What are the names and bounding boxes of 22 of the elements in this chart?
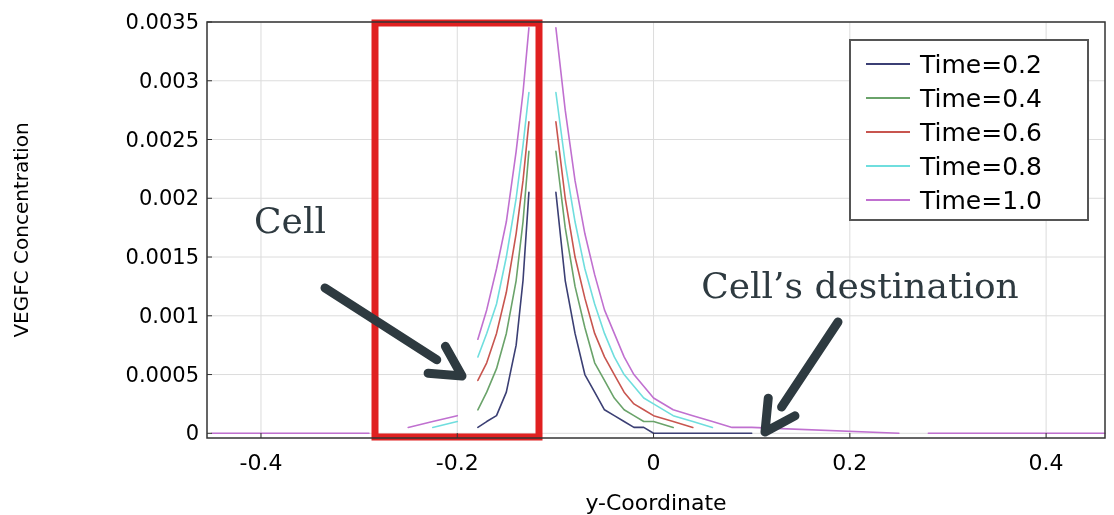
y-tick-label: 0.0015 (125, 245, 199, 270)
x-axis-title: y-Coordinate (585, 490, 727, 515)
y-tick-label: 0.003 (138, 68, 199, 93)
x-tick-label: 0.4 (1028, 450, 1064, 475)
y-tick-label: 0.0025 (125, 127, 199, 152)
legend-label: Time=0.2 (919, 50, 1042, 79)
y-tick-label: 0 (185, 421, 199, 446)
legend-label: Time=0.4 (919, 84, 1042, 113)
y-tick-label: 0.002 (138, 186, 199, 211)
y-tick-label: 0.0035 (125, 10, 199, 34)
x-tick-label: -0.2 (435, 450, 479, 475)
y-tick-label: 0.001 (138, 303, 199, 328)
legend-label: Time=0.8 (919, 152, 1042, 181)
annotation: Cell’s destination (701, 265, 1019, 306)
legend-label: Time=0.6 (919, 118, 1042, 147)
y-tick-label: 0.0005 (125, 362, 199, 387)
x-tick-label: 0.2 (832, 450, 868, 475)
x-tick-label: -0.4 (239, 450, 283, 475)
legend-label: Time=1.0 (919, 186, 1042, 215)
x-tick-label: 0 (646, 450, 661, 475)
y-axis-title: VEGFC Concentration (9, 122, 33, 338)
annotation: Cell (254, 200, 326, 241)
